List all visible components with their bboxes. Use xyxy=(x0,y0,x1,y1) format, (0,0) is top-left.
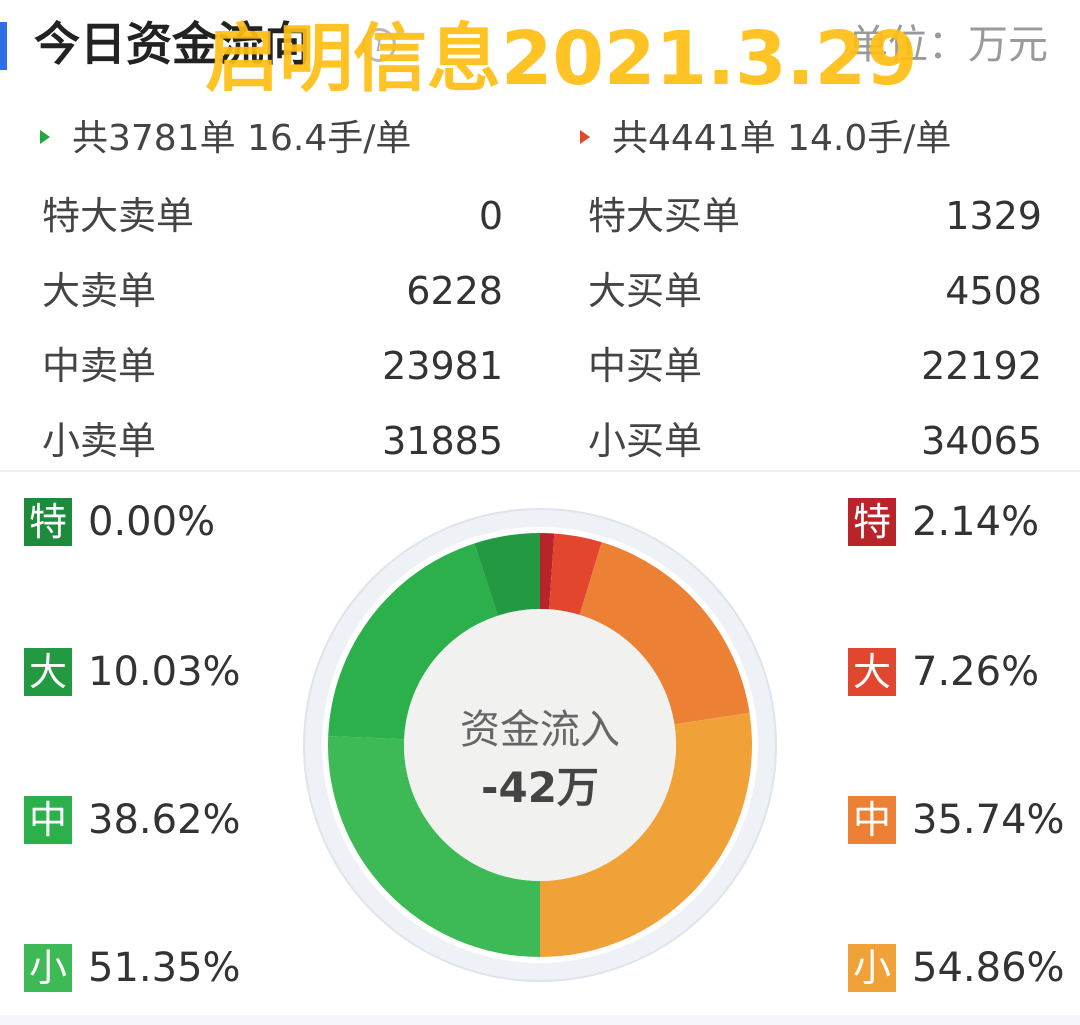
legend-percent: 7.26% xyxy=(912,649,1040,695)
fund-flow-donut-chart: 资金流入 -42万 xyxy=(300,505,780,985)
row-value: 0 xyxy=(478,194,503,238)
sell-summary: 共3781单 16.4手/单 xyxy=(40,114,411,164)
table-row: 中卖单 23981 xyxy=(42,336,503,396)
legend-item-buy-super: 特 2.14% xyxy=(848,498,1039,550)
legend-item-buy-medium: 中 35.74% xyxy=(848,796,1065,848)
row-label: 特大卖单 xyxy=(42,194,195,238)
legend-percent: 0.00% xyxy=(88,499,216,545)
table-row: 小买单 34065 xyxy=(588,411,1042,471)
legend-percent: 38.62% xyxy=(88,797,241,843)
legend-percent: 35.74% xyxy=(912,797,1065,843)
donut-slice-4 xyxy=(540,712,752,957)
green-triangle-icon xyxy=(40,130,50,144)
row-value: 1329 xyxy=(945,194,1042,238)
table-row: 中买单 22192 xyxy=(588,336,1042,396)
donut-slice-6 xyxy=(328,543,498,740)
donut-slice-5 xyxy=(327,736,540,957)
row-label: 小买单 xyxy=(588,419,703,463)
row-label: 特大买单 xyxy=(588,194,741,238)
legend-item-sell-super: 特 0.00% xyxy=(24,498,215,550)
unit-label: 单位：万元 xyxy=(848,22,1048,68)
legend-percent: 2.14% xyxy=(912,499,1040,545)
donut-slice-3 xyxy=(579,542,750,725)
row-value: 23981 xyxy=(382,344,503,388)
table-row: 大卖单 6228 xyxy=(42,261,503,321)
legend-badge: 小 xyxy=(848,944,896,992)
donut-svg xyxy=(303,508,777,982)
buy-summary-text: 共4441单 14.0手/单 xyxy=(612,118,952,159)
row-value: 4508 xyxy=(945,269,1042,313)
legend-badge: 大 xyxy=(848,648,896,696)
sell-summary-text: 共3781单 16.4手/单 xyxy=(72,118,412,159)
row-label: 小卖单 xyxy=(42,419,157,463)
row-value: 6228 xyxy=(406,269,503,313)
buy-summary: 共4441单 14.0手/单 xyxy=(580,114,951,164)
donut-slice-2 xyxy=(549,533,602,615)
legend-percent: 51.35% xyxy=(88,945,241,991)
legend-percent: 10.03% xyxy=(88,649,241,695)
legend-badge: 特 xyxy=(24,498,72,546)
legend-item-buy-large: 大 7.26% xyxy=(848,648,1039,700)
legend-item-sell-medium: 中 38.62% xyxy=(24,796,241,848)
row-value: 22192 xyxy=(921,344,1042,388)
donut-slice-7 xyxy=(474,533,540,616)
legend-badge: 大 xyxy=(24,648,72,696)
legend-badge: 中 xyxy=(848,796,896,844)
donut-center xyxy=(404,609,676,881)
table-row: 小卖单 31885 xyxy=(42,411,503,471)
row-value: 34065 xyxy=(921,419,1042,463)
bottom-strip xyxy=(0,1015,1080,1025)
legend-badge: 中 xyxy=(24,796,72,844)
title-accent-bar xyxy=(0,22,7,70)
row-label: 大卖单 xyxy=(42,269,157,313)
row-label: 大买单 xyxy=(588,269,703,313)
center-label: 资金流入 xyxy=(460,707,620,753)
table-row: 特大买单 1329 xyxy=(588,186,1042,246)
table-row: 大买单 4508 xyxy=(588,261,1042,321)
info-circle-icon[interactable]: i xyxy=(362,28,396,62)
legend-badge: 小 xyxy=(24,944,72,992)
row-label: 中卖单 xyxy=(42,344,157,388)
row-value: 31885 xyxy=(382,419,503,463)
legend-badge: 特 xyxy=(848,498,896,546)
red-triangle-icon xyxy=(580,130,590,144)
donut-slice-1 xyxy=(540,533,555,610)
legend-percent: 54.86% xyxy=(912,945,1065,991)
donut-slices xyxy=(327,533,752,957)
legend-item-sell-small: 小 51.35% xyxy=(24,944,241,996)
table-row: 特大卖单 0 xyxy=(42,186,503,246)
row-label: 中买单 xyxy=(588,344,703,388)
date-watermark: 启明信息2021.3.29 xyxy=(205,16,918,102)
center-value: -42万 xyxy=(481,763,599,812)
section-divider xyxy=(0,470,1080,472)
page-title: 今日资金流向 xyxy=(34,17,310,71)
legend-item-sell-large: 大 10.03% xyxy=(24,648,241,700)
legend-item-buy-small: 小 54.86% xyxy=(848,944,1065,996)
